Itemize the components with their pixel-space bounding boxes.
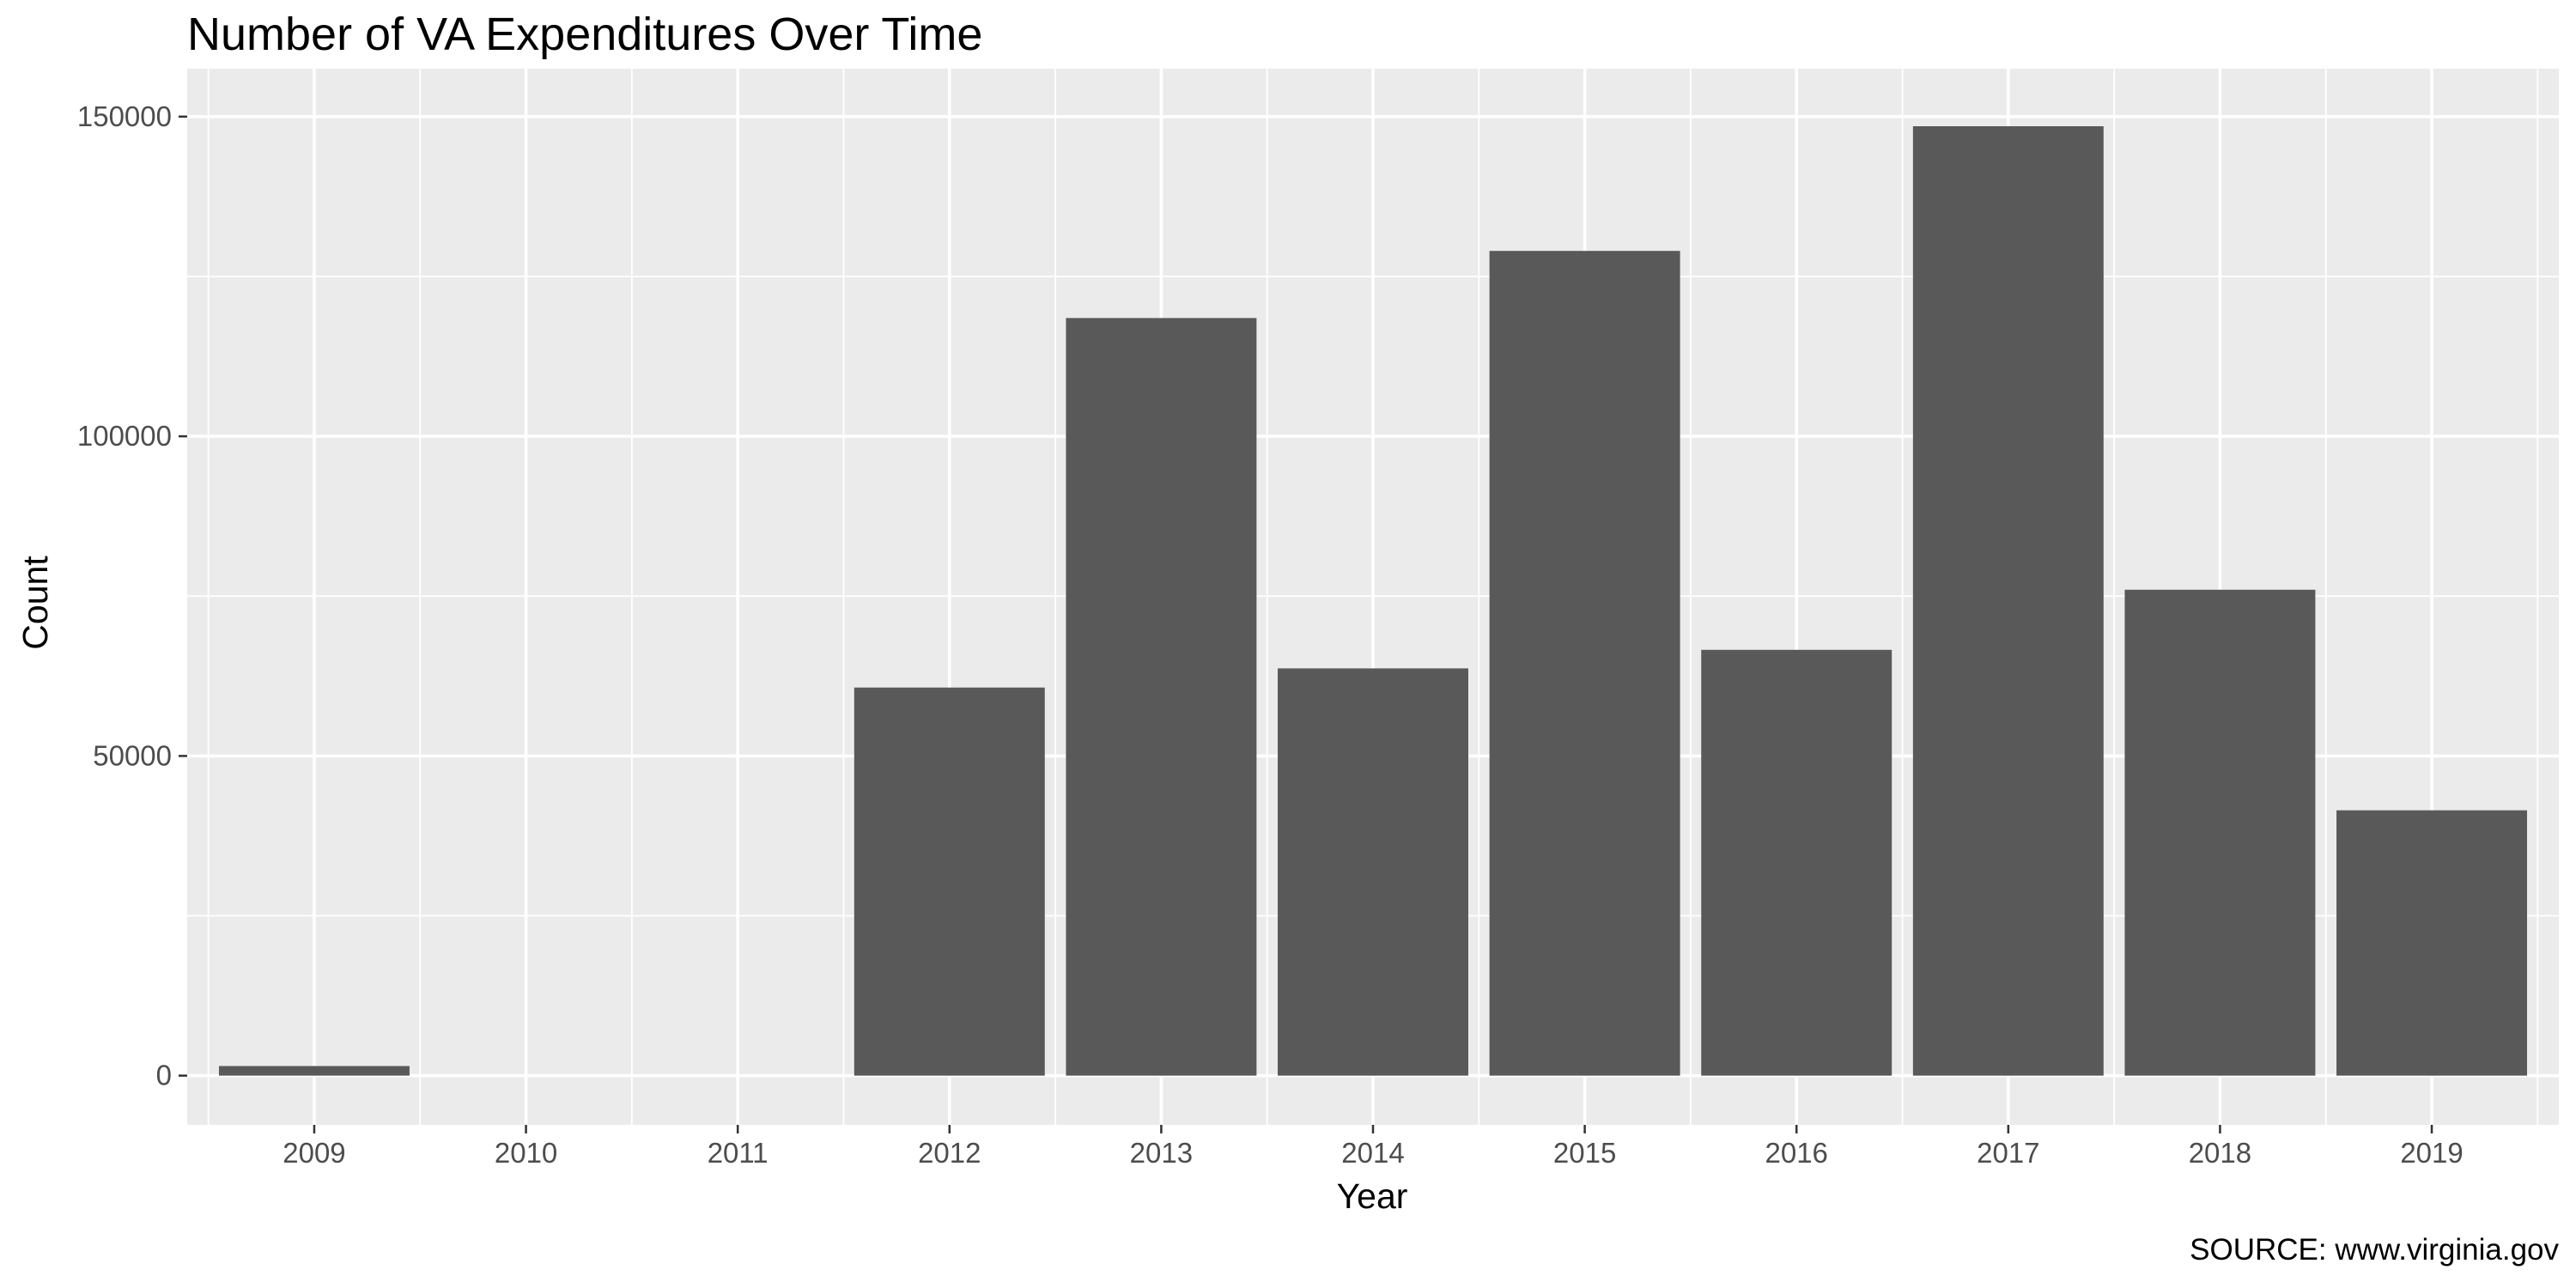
x-tick-label-2018: 2018 (2189, 1137, 2251, 1169)
x-axis: 2009 2010 2011 2012 2013 2014 2015 2016 2017 2018… (283, 1125, 2464, 1169)
bar-2014 (1278, 668, 1468, 1076)
y-tick-label: 150000 (77, 100, 172, 132)
bar-2016 (1701, 649, 1893, 1076)
bar-2012 (854, 687, 1045, 1076)
bar-2018 (2124, 589, 2316, 1076)
chart-title: Number of VA Expenditures Over Time (187, 9, 982, 60)
bar-2017 (1912, 126, 2104, 1076)
y-axis-title: Count (15, 556, 55, 650)
y-axis: 0 50000 100000 150000 (77, 100, 187, 1091)
bar-2019 (2336, 810, 2528, 1076)
source-caption: SOURCE: www.virginia.gov (2190, 1233, 2559, 1267)
x-tick-label-2011: 2011 (708, 1137, 769, 1169)
bar-2009 (218, 1066, 410, 1076)
x-tick-label-2010: 2010 (495, 1137, 557, 1169)
y-tick-label: 0 (156, 1060, 172, 1091)
x-tick-label-2013: 2013 (1130, 1137, 1193, 1169)
bar-2015 (1489, 251, 1680, 1076)
x-tick-label-2019: 2019 (2400, 1137, 2463, 1169)
x-tick-label-2015: 2015 (1553, 1137, 1616, 1169)
x-axis-title: Year (1337, 1176, 1408, 1216)
x-tick-label-2009: 2009 (283, 1137, 345, 1169)
x-tick-label-2014: 2014 (1341, 1137, 1404, 1169)
y-tick-label: 50000 (93, 739, 172, 771)
bars (218, 126, 2528, 1076)
x-tick-label-2016: 2016 (1765, 1137, 1828, 1169)
bar-2013 (1066, 318, 1257, 1076)
x-tick-label-2012: 2012 (918, 1137, 981, 1169)
y-tick-label: 100000 (77, 420, 172, 452)
x-tick-label-2017: 2017 (1977, 1137, 2039, 1169)
